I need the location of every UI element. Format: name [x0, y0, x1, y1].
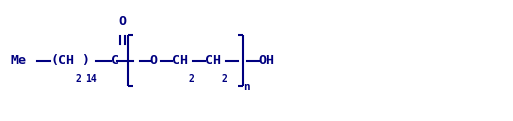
Text: ): ): [81, 54, 89, 67]
Text: O: O: [150, 54, 158, 67]
Text: (CH: (CH: [50, 54, 74, 67]
Text: OH: OH: [259, 54, 274, 67]
Text: 2: 2: [189, 74, 194, 84]
Text: C: C: [111, 54, 119, 67]
Text: CH: CH: [172, 54, 188, 67]
Text: O: O: [118, 15, 126, 28]
Text: 14: 14: [85, 74, 97, 84]
Text: 2: 2: [222, 74, 227, 84]
Text: CH: CH: [205, 54, 221, 67]
Text: n: n: [243, 82, 250, 92]
Text: 2: 2: [76, 74, 82, 84]
Text: Me: Me: [10, 54, 26, 67]
